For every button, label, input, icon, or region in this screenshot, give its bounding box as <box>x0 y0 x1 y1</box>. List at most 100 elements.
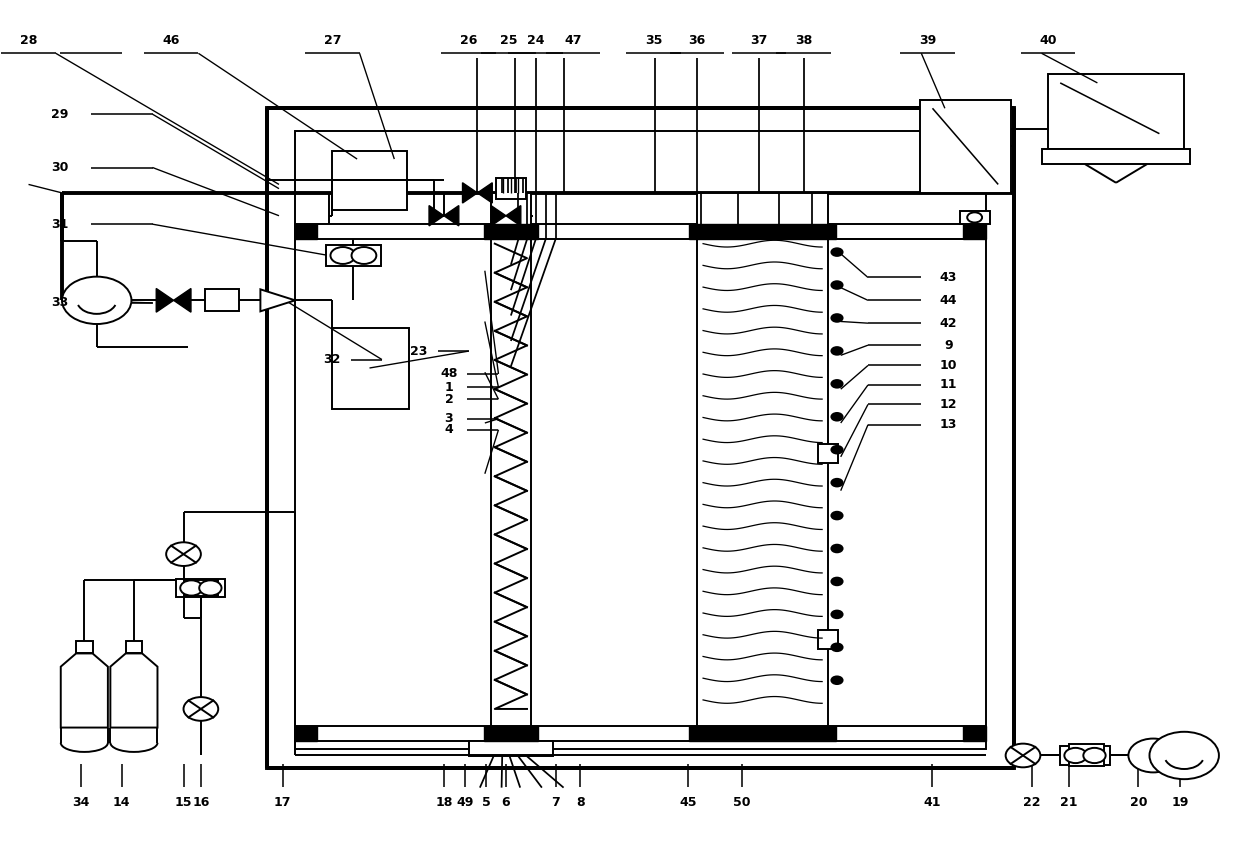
Text: 31: 31 <box>51 217 68 231</box>
Text: 5: 5 <box>481 795 491 809</box>
Bar <box>332 151 407 210</box>
Text: 2: 2 <box>444 393 454 406</box>
Bar <box>1042 149 1190 164</box>
Text: 50: 50 <box>733 795 750 809</box>
Bar <box>1069 744 1104 766</box>
Text: 1: 1 <box>444 381 454 394</box>
Text: 4: 4 <box>444 423 454 437</box>
Text: 9: 9 <box>945 338 952 352</box>
Circle shape <box>831 512 843 519</box>
Circle shape <box>831 446 843 453</box>
Circle shape <box>831 677 843 684</box>
Text: 24: 24 <box>527 34 544 47</box>
Text: 36: 36 <box>688 34 706 47</box>
Text: 11: 11 <box>940 378 957 392</box>
Bar <box>484 726 538 741</box>
Circle shape <box>200 580 222 596</box>
Text: 6: 6 <box>502 795 510 809</box>
Polygon shape <box>110 653 157 728</box>
Text: 12: 12 <box>940 398 957 411</box>
Text: 20: 20 <box>1130 795 1147 809</box>
Circle shape <box>1006 744 1040 767</box>
Bar <box>295 131 986 749</box>
Text: 33: 33 <box>51 296 68 310</box>
Bar <box>818 630 838 649</box>
Circle shape <box>831 314 843 321</box>
Text: 40: 40 <box>1039 34 1056 47</box>
Circle shape <box>1084 748 1106 763</box>
Circle shape <box>831 380 843 387</box>
Polygon shape <box>506 206 521 226</box>
Bar <box>295 726 317 741</box>
Text: 46: 46 <box>162 34 180 47</box>
Text: 34: 34 <box>72 795 89 809</box>
Bar <box>484 224 538 239</box>
Circle shape <box>184 697 218 721</box>
Bar <box>295 726 986 741</box>
Circle shape <box>831 545 843 552</box>
Bar <box>1048 74 1184 149</box>
Text: 28: 28 <box>20 34 37 47</box>
Text: 16: 16 <box>192 795 210 809</box>
Circle shape <box>1128 739 1178 772</box>
Text: 30: 30 <box>51 161 68 174</box>
Circle shape <box>831 413 843 420</box>
Text: 26: 26 <box>460 34 477 47</box>
Text: 47: 47 <box>564 34 582 47</box>
Bar <box>184 580 218 596</box>
Circle shape <box>166 542 201 566</box>
Bar <box>491 193 531 726</box>
Circle shape <box>352 247 377 264</box>
Text: 14: 14 <box>113 795 130 809</box>
Text: 48: 48 <box>440 367 458 381</box>
Text: 41: 41 <box>924 795 941 809</box>
Polygon shape <box>444 206 459 226</box>
Polygon shape <box>491 206 506 226</box>
Text: 44: 44 <box>940 294 957 307</box>
Text: 8: 8 <box>577 795 584 809</box>
Bar <box>125 641 143 653</box>
Bar <box>960 212 990 224</box>
Text: 27: 27 <box>324 34 341 47</box>
Bar <box>697 193 828 726</box>
Text: 49: 49 <box>456 795 474 809</box>
Text: 7: 7 <box>551 795 560 809</box>
Text: 19: 19 <box>1172 795 1189 809</box>
Bar <box>689 224 836 239</box>
Text: 35: 35 <box>645 34 662 47</box>
Text: 43: 43 <box>940 271 957 284</box>
Text: 32: 32 <box>324 353 341 366</box>
Bar <box>295 224 317 239</box>
Text: 13: 13 <box>940 418 957 431</box>
Circle shape <box>1064 748 1086 763</box>
Bar <box>920 100 1011 193</box>
Circle shape <box>831 249 843 256</box>
Circle shape <box>831 644 843 651</box>
Text: 15: 15 <box>175 795 192 809</box>
Circle shape <box>831 479 843 486</box>
Polygon shape <box>429 206 444 226</box>
Circle shape <box>831 611 843 618</box>
Bar <box>332 328 409 409</box>
Bar <box>689 726 836 741</box>
Bar <box>176 579 226 597</box>
Polygon shape <box>156 288 174 312</box>
Bar <box>1060 746 1110 765</box>
Polygon shape <box>463 183 477 203</box>
Bar <box>963 726 986 741</box>
Text: 25: 25 <box>500 34 517 47</box>
Text: 45: 45 <box>680 795 697 809</box>
Circle shape <box>831 578 843 585</box>
Circle shape <box>62 277 131 324</box>
Bar <box>76 641 93 653</box>
Text: 42: 42 <box>940 316 957 330</box>
Circle shape <box>1149 732 1219 779</box>
Text: 18: 18 <box>435 795 453 809</box>
Text: 29: 29 <box>51 107 68 121</box>
Text: 17: 17 <box>274 795 291 809</box>
Text: 10: 10 <box>940 359 957 372</box>
Polygon shape <box>477 183 492 203</box>
Text: 21: 21 <box>1060 795 1078 809</box>
Polygon shape <box>260 289 295 311</box>
Polygon shape <box>61 653 108 728</box>
